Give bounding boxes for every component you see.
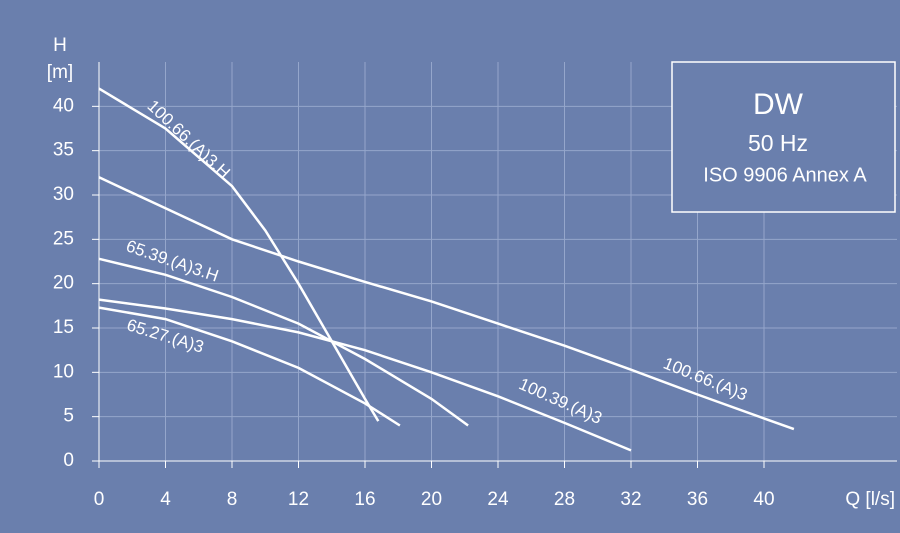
x-axis-label: Q [l/s] — [845, 489, 895, 510]
y-tick-label: 10 — [53, 361, 74, 382]
x-tick-label: 24 — [487, 489, 509, 510]
y-axis-label: [m] — [47, 62, 73, 83]
y-tick-label: 20 — [53, 273, 74, 294]
chart-subtitle: 50 Hz — [748, 130, 808, 156]
x-tick-label: 0 — [94, 489, 105, 510]
y-tick-label: 25 — [53, 228, 74, 249]
y-tick-label: 0 — [63, 450, 74, 471]
x-tick-label: 16 — [354, 489, 375, 510]
x-tick-label: 32 — [620, 489, 641, 510]
y-tick-label: 15 — [53, 317, 74, 338]
x-tick-label: 8 — [227, 489, 238, 510]
y-tick-label: 5 — [63, 406, 74, 427]
y-tick-label: 30 — [53, 184, 74, 205]
chart-title: DW — [753, 88, 804, 121]
curve — [98, 176, 795, 431]
x-tick-label: 4 — [160, 489, 171, 510]
x-tick-label: 36 — [687, 489, 708, 510]
info-box — [671, 61, 896, 213]
curve — [98, 257, 469, 427]
annotation: ISO 9906 Annex A — [703, 164, 867, 186]
y-axis-label-top: H — [53, 35, 67, 56]
x-tick-label: 20 — [421, 489, 442, 510]
x-tick-label: 28 — [554, 489, 575, 510]
curve — [98, 306, 401, 427]
x-tick-label: 40 — [753, 489, 774, 510]
curve — [98, 298, 632, 452]
y-tick-label: 40 — [53, 95, 74, 116]
y-tick-label: 35 — [53, 140, 74, 161]
x-tick-label: 12 — [288, 489, 309, 510]
